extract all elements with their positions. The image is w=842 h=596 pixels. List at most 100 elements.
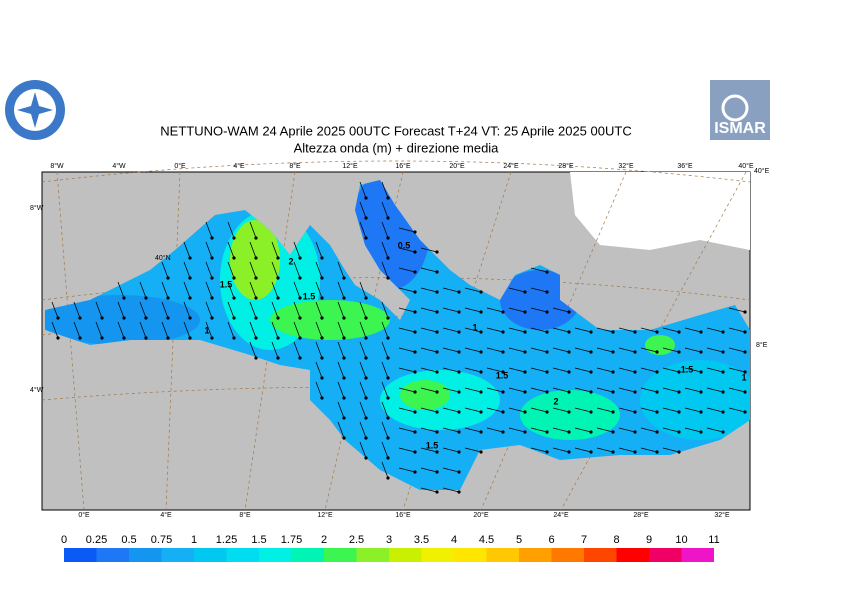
- arrow: [662, 367, 680, 373]
- arrow-head: [435, 330, 439, 334]
- arrow-head: [276, 296, 280, 300]
- arrow: [486, 367, 504, 373]
- arrow-head: [100, 336, 104, 340]
- arrow: [293, 281, 301, 299]
- arrow-head: [232, 336, 236, 340]
- arrow: [398, 267, 416, 273]
- arrow-head: [320, 376, 324, 380]
- arrow-head: [435, 470, 439, 474]
- bottom-lon-label: 16°E: [395, 511, 411, 519]
- arrow: [183, 321, 191, 339]
- colorbar-label: 5: [516, 534, 522, 546]
- arrow-head: [743, 350, 747, 354]
- arrow: [117, 321, 125, 339]
- arrow-head: [298, 296, 302, 300]
- arrow-head: [545, 330, 549, 334]
- colorbar-label: 0.25: [86, 534, 107, 546]
- arrow: [271, 281, 279, 299]
- arrow: [293, 301, 301, 319]
- arrow: [249, 341, 257, 359]
- top-lon-label: 12°E: [342, 162, 358, 170]
- arrow-head: [655, 350, 659, 354]
- arrow: [530, 327, 548, 333]
- arrow: [337, 401, 345, 419]
- contour-label: 2: [553, 396, 558, 406]
- arrow: [420, 327, 438, 333]
- arrow: [486, 307, 504, 313]
- arrow-head: [457, 450, 461, 454]
- arrow: [530, 427, 548, 433]
- arrow-head: [254, 316, 258, 320]
- arrow-head: [545, 430, 549, 434]
- arrow: [508, 407, 526, 413]
- arrow: [706, 387, 724, 393]
- colorbar-label: 0.5: [121, 534, 136, 546]
- arrow: [271, 341, 279, 359]
- arrow: [728, 347, 746, 353]
- colorbar-label: 8: [613, 534, 619, 546]
- arrow-head: [413, 430, 417, 434]
- colorbar-label: 6: [548, 534, 554, 546]
- arrow: [381, 321, 389, 339]
- arrow-head: [567, 410, 571, 414]
- arrow: [381, 261, 389, 279]
- arrow: [662, 387, 680, 393]
- arrow-head: [567, 310, 571, 314]
- arrow: [552, 307, 570, 313]
- arrow: [596, 367, 614, 373]
- arrow: [442, 327, 460, 333]
- top-lon-label: 8°E: [289, 162, 301, 170]
- arrow: [442, 487, 460, 493]
- colorbar-label: 2.5: [349, 534, 364, 546]
- arrow-head: [457, 390, 461, 394]
- arrow: [530, 307, 548, 313]
- arrow-head: [435, 370, 439, 374]
- arrow: [205, 301, 213, 319]
- arrow-head: [633, 350, 637, 354]
- arrow-head: [342, 296, 346, 300]
- arrow-head: [501, 410, 505, 414]
- arrow: [381, 201, 389, 219]
- arrow: [706, 327, 724, 333]
- arrow: [618, 327, 636, 333]
- arrow-head: [699, 410, 703, 414]
- left-label: 40°N: [155, 254, 171, 262]
- arrow-head: [342, 316, 346, 320]
- arrow-head: [677, 370, 681, 374]
- arrow-head: [435, 410, 439, 414]
- arrow-head: [364, 356, 368, 360]
- colorbar-box: [616, 548, 649, 562]
- contour-label: 1: [741, 372, 746, 382]
- arrow: [442, 427, 460, 433]
- contour-label: 1.5: [220, 279, 233, 289]
- arrow-head: [523, 430, 527, 434]
- arrow-head: [364, 396, 368, 400]
- arrow-head: [276, 316, 280, 320]
- arrow-head: [721, 410, 725, 414]
- arrow: [183, 281, 191, 299]
- arrow-head: [545, 370, 549, 374]
- arrow-head: [655, 390, 659, 394]
- arrow-head: [501, 390, 505, 394]
- arrow-head: [457, 470, 461, 474]
- arrow: [662, 327, 680, 333]
- arrow-head: [523, 390, 527, 394]
- arrow-head: [721, 330, 725, 334]
- arrow-head: [232, 296, 236, 300]
- arrow: [486, 407, 504, 413]
- arrow-head: [699, 330, 703, 334]
- arrow: [205, 241, 213, 259]
- arrow-head: [166, 316, 170, 320]
- colorbar-box: [96, 548, 129, 562]
- arrow: [117, 281, 125, 299]
- arrow-head: [56, 316, 60, 320]
- arrow: [530, 387, 548, 393]
- arrow: [684, 407, 702, 413]
- arrow: [227, 301, 235, 319]
- colorbar-label: 3: [386, 534, 392, 546]
- arrow: [359, 421, 367, 439]
- arrow: [381, 181, 389, 199]
- arrow: [464, 387, 482, 393]
- arrow-head: [435, 490, 439, 494]
- arrow: [337, 341, 345, 359]
